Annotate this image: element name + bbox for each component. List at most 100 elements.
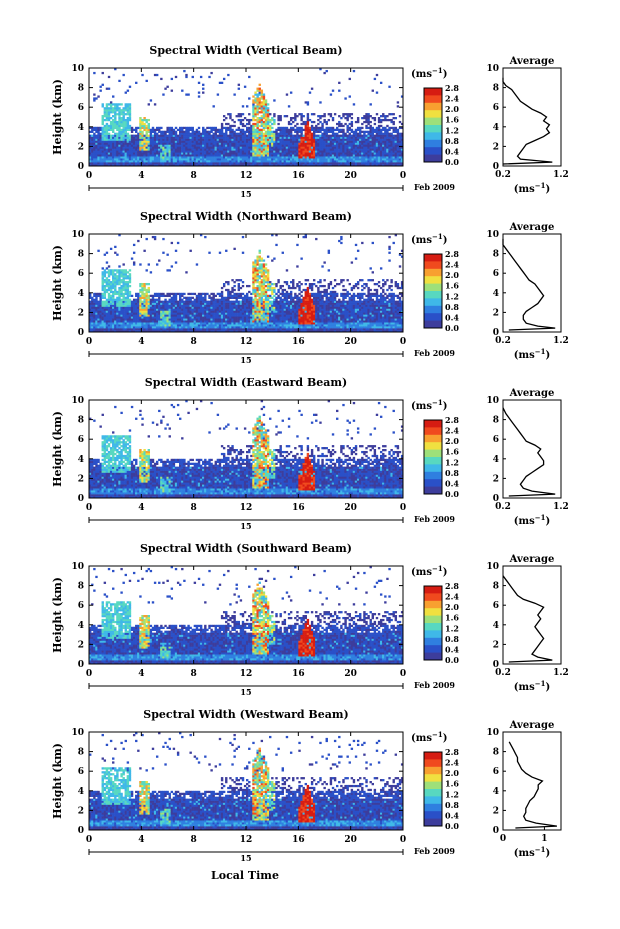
- heatmap-cell: [225, 142, 228, 145]
- heatmap-cell: [97, 144, 100, 147]
- heatmap-cell: [346, 128, 349, 132]
- heatmap-cell: [336, 126, 339, 130]
- heatmap-cell: [367, 156, 370, 159]
- heatmap-cell: [189, 154, 192, 157]
- heatmap-cell: [103, 284, 107, 288]
- heatmap-cell: [170, 302, 174, 305]
- heatmap-cell: [120, 103, 123, 106]
- heatmap-cell: [204, 322, 207, 325]
- heatmap-cell: [168, 138, 171, 141]
- heatmap-cell: [170, 144, 174, 147]
- heatmap-cell: [208, 324, 211, 327]
- heatmap-cell: [388, 126, 391, 130]
- heatmap-cell: [218, 134, 222, 137]
- heatmap-cell: [390, 140, 393, 143]
- heatmap-cell: [95, 324, 98, 327]
- heatmap-cell: [187, 156, 190, 159]
- heatmap-cell: [120, 302, 123, 305]
- heatmap-cell: [89, 138, 92, 141]
- heatmap-cell: [181, 314, 184, 317]
- heatmap-cell: [371, 158, 374, 161]
- heatmap-cell: [250, 164, 253, 166]
- y-tick-label: 0: [78, 162, 84, 172]
- heatmap-cell: [246, 138, 249, 141]
- heatmap-cell: [166, 130, 169, 133]
- heatmap-cell: [231, 160, 234, 163]
- heatmap-cell: [105, 271, 109, 274]
- heatmap-cell: [306, 156, 310, 159]
- heatmap-cell: [202, 314, 205, 317]
- heatmap-cell: [277, 118, 280, 122]
- heatmap-cell: [132, 318, 136, 321]
- heatmap-cell: [172, 308, 176, 311]
- heatmap-cell: [248, 126, 251, 130]
- heatmap-cell: [396, 134, 400, 137]
- heatmap-cell: [233, 142, 236, 145]
- heatmap-cells: [89, 234, 403, 332]
- heatmap-cell: [97, 294, 100, 298]
- heatmap-cell: [164, 312, 167, 315]
- heatmap-cell: [128, 292, 132, 296]
- heatmap-cell: [176, 302, 180, 305]
- heatmap-cell: [107, 320, 111, 323]
- heatmap-cell: [384, 118, 387, 122]
- heatmap-cell: [143, 136, 146, 139]
- heatmap-cell: [183, 316, 186, 319]
- heatmap-cell: [331, 134, 335, 137]
- heatmap-cell: [237, 164, 241, 166]
- heatmap-cell: [135, 328, 138, 331]
- heatmap-cell: [112, 164, 115, 166]
- heatmap-cell: [149, 271, 153, 274]
- heatmap-cell: [315, 126, 318, 130]
- heatmap-cell: [105, 118, 109, 122]
- heatmap-cell: [375, 152, 379, 155]
- heatmap-cell: [143, 300, 146, 303]
- heatmap-cell: [285, 146, 289, 149]
- heatmap-cell: [124, 136, 127, 139]
- heatmap-cell: [273, 136, 276, 139]
- heatmap-cell: [350, 130, 354, 133]
- heatmap-cell: [308, 164, 312, 166]
- heatmap-cell: [258, 150, 261, 153]
- heatmap-cell: [310, 136, 314, 139]
- heatmap-cell: [281, 126, 284, 130]
- heatmap-cell: [135, 316, 138, 319]
- heatmap-cell: [143, 312, 146, 315]
- heatmap-cell: [304, 138, 307, 141]
- heatmap-cell: [252, 115, 255, 118]
- heatmap-cell: [233, 120, 236, 124]
- heatmap-cell: [202, 91, 205, 94]
- heatmap-cell: [105, 318, 109, 321]
- heatmap-cell: [193, 164, 197, 166]
- heatmap-cell: [296, 115, 299, 118]
- heatmap-cell: [105, 113, 109, 116]
- heatmap-cell: [132, 308, 136, 311]
- heatmap-cell: [195, 304, 199, 307]
- heatmap-cell: [346, 156, 349, 159]
- heatmap-cell: [170, 320, 174, 323]
- heatmap-cell: [237, 146, 241, 149]
- heatmap-cell: [382, 136, 385, 139]
- heatmap-cell: [112, 158, 115, 161]
- heatmap-cell: [191, 142, 194, 145]
- heatmap-cell: [296, 140, 299, 143]
- heatmap-cell: [128, 306, 132, 309]
- heatmap-cell: [235, 160, 238, 163]
- heatmap-cell: [269, 144, 272, 147]
- heatmap-cell: [114, 306, 117, 309]
- heatmap-cell: [287, 158, 291, 161]
- heatmap-cell: [95, 148, 98, 151]
- heatmap-cell: [266, 109, 270, 112]
- heatmap-cell: [258, 83, 261, 86]
- heatmap-cell: [271, 130, 274, 133]
- heatmap-cell: [250, 144, 253, 147]
- heatmap-cell: [285, 128, 289, 132]
- heatmap-cell: [379, 160, 383, 163]
- heatmap-cell: [118, 310, 121, 313]
- heatmap-cell: [317, 126, 320, 130]
- heatmap-cell: [147, 152, 150, 155]
- heatmap-cell: [250, 154, 253, 157]
- heatmap-cell: [181, 130, 184, 133]
- heatmap-cell: [202, 330, 205, 332]
- heatmap-cell: [162, 136, 165, 139]
